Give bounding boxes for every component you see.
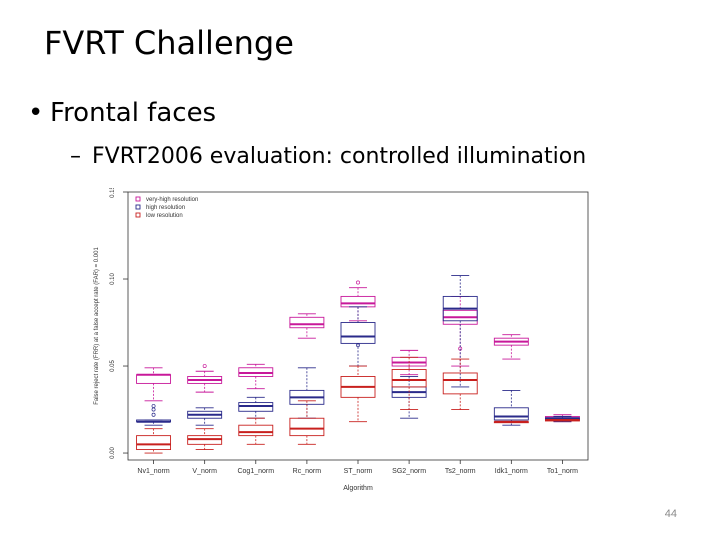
box-iqr [340, 322, 376, 344]
legend-swatch [135, 196, 141, 202]
box-low-resolution-ST_norm [340, 365, 376, 423]
box-high-resolution-Nv1_norm [136, 404, 172, 426]
box-high-resolution-SG2_norm [391, 376, 427, 419]
y-axis-label: False reject rate (FRR) at a false accep… [94, 247, 100, 405]
outlier-point [151, 407, 156, 412]
box-low-resolution-Cog1_norm [238, 417, 274, 445]
y-tick-label: 0.10 [110, 273, 116, 285]
x-tick-label: Rc_norm [293, 468, 322, 475]
outlier-point [356, 343, 360, 348]
x-tick-label: SG2_norm [392, 468, 426, 475]
box-very-high-resolution-Cog1_norm [238, 363, 274, 390]
box-very-high-resolution-Nv1_norm [136, 367, 172, 402]
box-low-resolution-SG2_norm [391, 356, 427, 410]
x-tick-label: Ts2_norm [445, 468, 476, 475]
x-axis-label: Algorithm [343, 485, 373, 492]
box-low-resolution-Idk1_norm [493, 420, 529, 424]
box-low-resolution-V_norm [187, 428, 223, 451]
outlier-point [202, 364, 207, 368]
box-iqr [442, 372, 478, 395]
x-tick-label: ST_norm [344, 468, 373, 475]
x-tick-label: Nv1_norm [137, 468, 169, 475]
box-low-resolution-To1_norm [544, 418, 580, 422]
x-tick-label: Cog1_norm [237, 468, 274, 475]
outlier-point [151, 412, 156, 417]
bullet-text: Frontal faces [50, 98, 217, 128]
bullet-frontal-faces: • Frontal faces [28, 98, 216, 128]
bullet-marker: • [28, 98, 44, 128]
box-very-high-resolution-Rc_norm [289, 313, 325, 339]
legend-label: high resolution [146, 205, 185, 211]
box-high-resolution-Ts2_norm [442, 275, 478, 388]
box-high-resolution-Idk1_norm [493, 389, 529, 426]
box-very-high-resolution-Ts2_norm [442, 295, 478, 367]
box-iqr [289, 316, 325, 329]
sub-bullet-text: FVRT2006 evaluation: controlled illumina… [92, 144, 587, 169]
slide-title: FVRT Challenge [44, 24, 294, 62]
box-iqr [136, 374, 172, 384]
box-very-high-resolution-V_norm [187, 364, 223, 393]
box-iqr [238, 424, 274, 437]
x-tick-label: To1_norm [547, 468, 578, 475]
x-tick-label: Idk1_norm [495, 468, 528, 475]
x-tick-label: V_norm [192, 468, 217, 475]
box-high-resolution-ST_norm [340, 306, 376, 367]
box-iqr [493, 407, 529, 421]
box-iqr [340, 295, 376, 308]
page-number: 44 [664, 508, 677, 520]
boxplot-chart: 0.00 0.05 0.10 0.15 False reject rate (FRR) … [94, 188, 589, 492]
sub-bullet-evaluation: – FVRT2006 evaluation: controlled illumin… [70, 144, 586, 169]
box-high-resolution-V_norm [187, 407, 223, 426]
y-tick-label: 0.00 [110, 447, 116, 459]
box-low-resolution-Ts2_norm [442, 358, 478, 410]
box-iqr [136, 435, 172, 451]
box-high-resolution-Rc_norm [289, 367, 325, 419]
outlier-point [356, 280, 360, 285]
outlier-point [151, 404, 156, 409]
legend-label: low resolution [146, 213, 183, 219]
box-low-resolution-Nv1_norm [136, 428, 172, 454]
box-iqr [289, 417, 325, 437]
y-tick-label: 0.15 [110, 188, 116, 198]
legend-swatch [135, 212, 141, 218]
box-iqr [391, 369, 427, 388]
y-tick-label: 0.05 [110, 360, 116, 372]
box-very-high-resolution-Idk1_norm [493, 334, 529, 360]
box-low-resolution-Rc_norm [289, 400, 325, 445]
legend-label: very-high resolution [146, 197, 198, 203]
sub-bullet-marker: – [70, 144, 81, 169]
legend-swatch [135, 204, 141, 210]
box-high-resolution-Cog1_norm [238, 396, 274, 419]
